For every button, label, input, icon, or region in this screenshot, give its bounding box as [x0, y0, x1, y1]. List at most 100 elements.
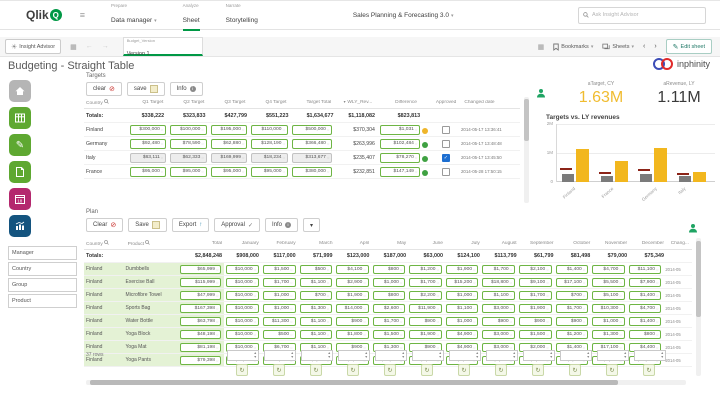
filter-group[interactable]: Group — [8, 278, 77, 292]
plan-month-input[interactable]: $700 ◌ — [299, 290, 333, 300]
target-q-input[interactable]: $300,000 ◌ — [129, 124, 167, 135]
target-q-input[interactable]: $62,333 ◌ — [170, 152, 207, 163]
plan-info-button[interactable]: Info i — [264, 218, 298, 232]
plan-stepper-input[interactable]: ▲ ▼ — [486, 350, 518, 361]
plan-product-cell[interactable]: Yoga Pants — [123, 354, 177, 366]
menu-icon[interactable]: ≡ — [79, 10, 85, 20]
plan-apply-button[interactable]: ↻ — [347, 364, 359, 376]
plan-month-input[interactable]: $900 ◌ — [409, 316, 442, 326]
plan-apply-button[interactable]: ↻ — [643, 364, 655, 376]
plan-apply-button[interactable]: ↻ — [569, 364, 581, 376]
plan-month-input[interactable]: $10,000◌ — [226, 290, 259, 300]
plan-month-input[interactable]: $11,900 ◌ — [409, 303, 442, 313]
filter-manager[interactable]: Manager — [8, 246, 77, 260]
plan-month-input[interactable]: $700 ◌ — [555, 290, 589, 300]
bar-ly-revenue[interactable] — [679, 176, 691, 182]
target-diff-input[interactable]: $102,484 ◌ — [379, 138, 421, 149]
approved-checkbox[interactable] — [441, 125, 450, 134]
current-selection-chip[interactable]: Budget_Version Version 1 — [122, 37, 203, 57]
sheet-list-icon[interactable]: ▦ — [537, 43, 545, 51]
plan-col-header[interactable]: August — [501, 241, 517, 246]
next-sheet-icon[interactable]: › — [654, 43, 657, 50]
plan-month-input[interactable]: $10,000◌ — [226, 264, 259, 274]
plan-approval-button[interactable]: Approval ✓ — [214, 218, 260, 232]
plan-col-header[interactable]: April — [359, 241, 370, 246]
target-q-input[interactable]: $95,000 ◌ — [170, 166, 207, 177]
targets-col-header[interactable]: ▼ WLY_Rev... — [342, 100, 373, 105]
plan-month-input[interactable]: $10,000◌ — [226, 316, 259, 326]
plan-month-input[interactable]: $1,700◌ — [519, 290, 552, 300]
plan-month-input[interactable]: $800 ◌ — [372, 290, 406, 300]
sidebar-item-plan[interactable] — [9, 161, 31, 183]
plan-month-input[interactable]: $17,100 ◌ — [555, 277, 589, 287]
plan-month-input[interactable]: $14,000 ◌ — [336, 303, 369, 313]
plan-month-input[interactable]: $900 ◌ — [519, 316, 552, 326]
sidebar-item-edit[interactable]: ✎ — [9, 134, 31, 156]
plan-stepper-input[interactable]: ▲ ▼ — [375, 350, 407, 361]
plan-month-input[interactable]: $1,100 ◌ — [299, 277, 333, 287]
target-q-input[interactable]: $62,880 ◌ — [210, 138, 248, 149]
plan-total-input[interactable]: $65,999 ◌ — [179, 264, 222, 274]
plan-month-input[interactable]: $1,100 ◌ — [445, 303, 479, 313]
plan-month-input[interactable]: $11,300 ◌ — [262, 316, 296, 326]
target-q-input[interactable]: $195,000 ◌ — [210, 124, 248, 135]
plan-total-input[interactable]: $79,398 ◌ — [179, 355, 222, 365]
plan-country-cell[interactable]: Finland — [84, 315, 124, 327]
plan-month-input[interactable]: $1,900 ◌ — [445, 264, 479, 274]
plan-save-button[interactable]: Save — [128, 218, 167, 232]
plan-month-input[interactable]: $800 ◌ — [372, 264, 406, 274]
targets-info-button[interactable]: Info i — [169, 82, 203, 96]
plan-month-input[interactable]: $10,000◌ — [226, 303, 259, 313]
bar-ly-revenue[interactable] — [601, 175, 613, 182]
search-input[interactable]: Ask Insight Advisor — [578, 6, 706, 24]
targets-country-cell[interactable]: Finland — [86, 126, 104, 133]
app-title[interactable]: Sales Planning & Forecasting 3.0 ▾ — [353, 12, 454, 19]
plan-month-input[interactable]: $3,000 ◌ — [482, 329, 516, 339]
targets-scrollbar[interactable] — [524, 97, 529, 203]
target-q-input[interactable]: $63,111 ◌ — [129, 152, 167, 163]
plan-product-cell[interactable]: Microfibre Towel — [123, 289, 177, 301]
plan-apply-button[interactable]: ↻ — [532, 364, 544, 376]
plan-stepper-input[interactable]: ▲ ▼ — [597, 350, 629, 361]
target-q-input[interactable]: $128,190 ◌ — [251, 138, 288, 149]
plan-month-input[interactable]: $1,100 ◌ — [299, 316, 333, 326]
targets-col-header[interactable]: Target Total — [306, 100, 332, 105]
targets-col-header[interactable]: Q4 Target — [265, 100, 287, 105]
target-q-input[interactable]: $95,000 ◌ — [210, 166, 248, 177]
bar-target[interactable] — [654, 147, 667, 182]
plan-apply-button[interactable]: ↻ — [421, 364, 433, 376]
plan-more-button[interactable]: ▾ — [302, 218, 320, 232]
plan-month-input[interactable]: $4,700◌ — [592, 264, 625, 274]
target-total-input[interactable]: $500,000 ◌ — [291, 124, 333, 135]
target-diff-input[interactable]: $1,031 ◌ — [379, 124, 421, 135]
plan-apply-button[interactable]: ↻ — [310, 364, 322, 376]
nav-prepare[interactable]: Prepare Data manager ▾ — [111, 4, 157, 26]
plan-month-input[interactable]: $11,100 ◌ — [628, 264, 662, 274]
sidebar-item-tables[interactable] — [9, 107, 31, 129]
plan-month-input[interactable]: $1,200 ◌ — [409, 264, 442, 274]
plan-apply-button[interactable]: ↻ — [606, 364, 618, 376]
filter-product[interactable]: Product — [8, 294, 77, 308]
plan-month-input[interactable]: $1,400 ◌ — [555, 264, 589, 274]
plan-month-input[interactable]: $1,800 ◌ — [336, 329, 369, 339]
plan-month-input[interactable]: $1,100 ◌ — [482, 290, 516, 300]
plan-col-header[interactable]: September — [530, 241, 554, 246]
bar-ly-revenue[interactable] — [640, 174, 652, 182]
user-icon[interactable] — [688, 220, 698, 238]
plan-total-input[interactable]: $81,198 ◌ — [179, 342, 222, 352]
plan-month-input[interactable]: $1,000 ◌ — [262, 303, 296, 313]
plan-col-header[interactable]: Total — [211, 241, 223, 246]
plan-product-cell[interactable]: Water Bottle — [123, 315, 177, 327]
plan-month-input[interactable]: $1,000 ◌ — [372, 277, 406, 287]
plan-stepper-input[interactable]: ▲ ▼ — [412, 350, 444, 361]
plan-col-header[interactable]: Product — [126, 240, 180, 247]
targets-col-header[interactable]: Q2 Target — [183, 100, 205, 105]
targets-col-header[interactable]: Approved — [435, 100, 457, 105]
plan-month-input[interactable]: $10,000◌ — [226, 329, 259, 339]
plan-month-input[interactable]: $7,900◌ — [628, 277, 662, 287]
qlik-logo[interactable]: Qlik Q — [26, 8, 62, 22]
plan-month-input[interactable]: $1,100 ◌ — [299, 329, 333, 339]
nav-analyze[interactable]: Analyze Sheet — [182, 4, 200, 31]
plan-col-header[interactable]: Country — [84, 240, 126, 247]
targets-clear-button[interactable]: clear ⊘ — [86, 82, 122, 96]
